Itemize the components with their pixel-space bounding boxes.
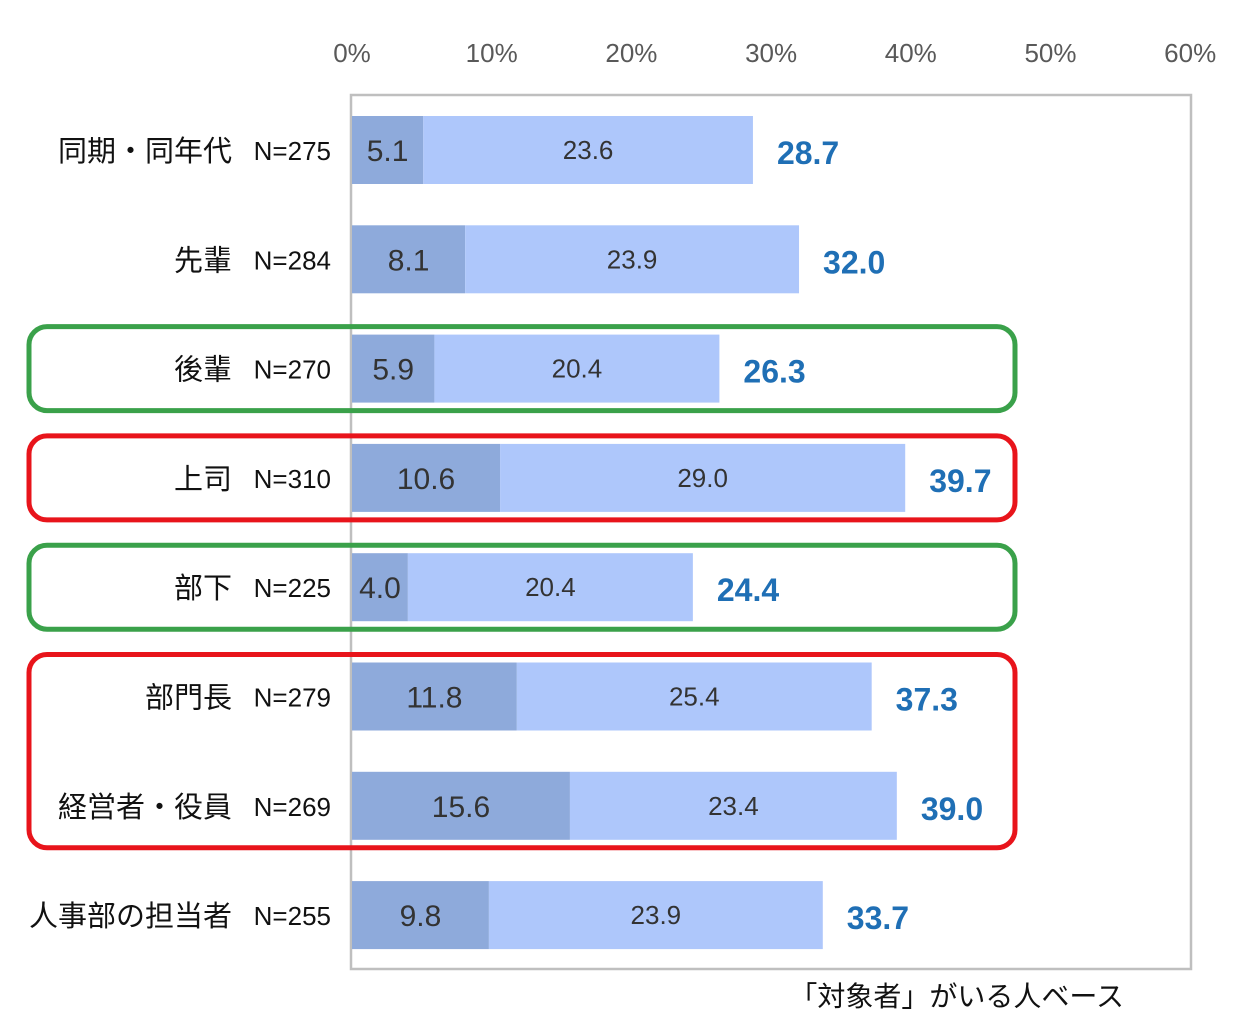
sample-size-label: N=269 [254, 792, 331, 822]
total-value-label: 39.0 [921, 791, 983, 827]
bar-segment1 [352, 116, 424, 184]
bar-segment2 [423, 116, 753, 184]
bar-segment2 [500, 443, 906, 512]
sample-size-label: N=310 [254, 464, 331, 494]
category-label: 同期・同年代 [58, 134, 232, 168]
category-label: 上司 [174, 462, 232, 496]
segment2-value-label: 20.4 [525, 572, 576, 602]
bar-segment1 [352, 443, 501, 512]
sample-size-label: N=279 [254, 683, 331, 713]
total-value-label: 24.4 [717, 572, 779, 608]
x-tick-label: 50% [1024, 38, 1076, 68]
x-tick-label: 0% [333, 38, 371, 68]
bar-segment1 [352, 881, 489, 950]
green-highlight-box [26, 324, 1018, 414]
x-axis-ticks: 0% 10% 20% 30% 40% 50% 60% [333, 38, 1216, 68]
x-tick-label: 20% [605, 38, 657, 68]
x-tick-label: 60% [1164, 38, 1216, 68]
bar-segment2 [516, 662, 872, 731]
segment2-value-label: 23.4 [708, 791, 759, 821]
bar-segment2 [465, 225, 800, 294]
segment2-value-label: 29.0 [677, 463, 728, 493]
category-label: 部下 [174, 571, 232, 605]
bar-segment1 [352, 771, 570, 840]
red-highlight-box [26, 652, 1018, 851]
segment1-value-label: 5.1 [367, 135, 409, 168]
green-highlight-box [26, 542, 1018, 632]
category-labels: 同期・同年代 N=275 先輩 N=284 後輩 N=270 上司 N=310 部下 N=225 部… [29, 134, 331, 933]
segment1-value-label: 10.6 [397, 463, 455, 496]
category-label: 人事部の担当者 [29, 899, 232, 933]
segment1-value-label: 15.6 [432, 791, 490, 824]
sample-size-label: N=284 [254, 245, 331, 275]
category-label: 部門長 [145, 681, 232, 715]
x-tick-label: 30% [745, 38, 797, 68]
base-note: 「対象者」がいる人ベース [789, 980, 1124, 1013]
total-value-label: 39.7 [929, 463, 991, 499]
category-label: 後輩 [174, 353, 232, 387]
sample-size-label: N=270 [254, 355, 331, 385]
bar-segment1 [352, 225, 466, 294]
sample-size-label: N=225 [254, 573, 331, 603]
sample-size-label: N=275 [254, 136, 331, 166]
sample-size-label: N=255 [254, 901, 331, 931]
highlight-boxes [26, 324, 1018, 851]
plot-area-frame [349, 93, 1193, 971]
red-highlight-box [26, 433, 1018, 523]
category-label: 先輩 [174, 243, 232, 277]
total-value-label: 33.7 [847, 900, 909, 936]
segment2-value-label: 23.9 [631, 900, 682, 930]
x-tick-label: 40% [885, 38, 937, 68]
total-value-label: 26.3 [743, 354, 805, 390]
bars: 5.1 23.6 28.7 8.1 23.9 32.0 5.9 20.4 26.3 10.6 29.… [352, 116, 991, 950]
segment1-value-label: 11.8 [406, 682, 462, 715]
segment1-value-label: 5.9 [372, 354, 414, 387]
segment1-value-label: 4.0 [359, 572, 401, 605]
bar-segment1 [352, 334, 435, 403]
bar-segment1 [352, 662, 517, 731]
bar-segment2 [434, 334, 720, 403]
bar-segment2 [407, 553, 693, 622]
segment1-value-label: 8.1 [388, 244, 430, 277]
total-value-label: 37.3 [896, 682, 958, 718]
category-label: 経営者・役員 [58, 790, 232, 824]
segment2-value-label: 25.4 [669, 682, 720, 712]
total-value-label: 28.7 [777, 135, 839, 171]
bar-segment2 [488, 881, 823, 950]
bar-segment1 [352, 553, 408, 622]
segment2-value-label: 23.6 [563, 135, 614, 165]
segment2-value-label: 20.4 [552, 354, 603, 384]
x-tick-label: 10% [466, 38, 518, 68]
segment1-value-label: 9.8 [400, 900, 442, 933]
segment2-value-label: 23.9 [607, 244, 658, 274]
total-value-label: 32.0 [823, 244, 885, 280]
bar-segment2 [569, 771, 897, 840]
